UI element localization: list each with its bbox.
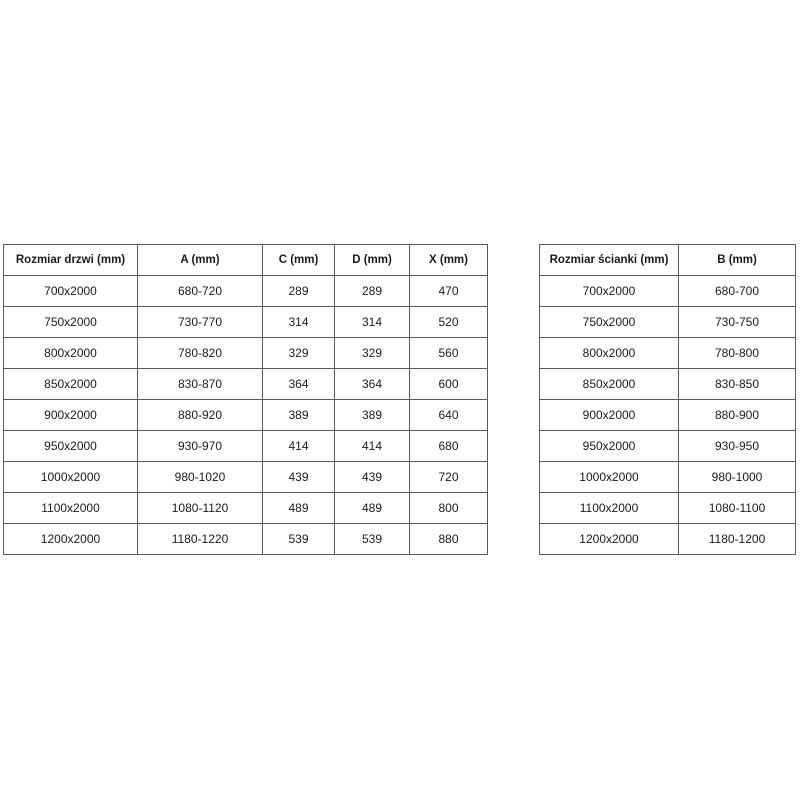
table-cell: 800x2000 bbox=[539, 337, 679, 369]
table-cell: 364 bbox=[334, 368, 410, 400]
table-row: 900x2000 880-920 389 389 640 bbox=[3, 399, 488, 431]
column-header: Rozmiar drzwi (mm) bbox=[3, 244, 138, 276]
table-row: 950x2000 930-950 bbox=[539, 430, 796, 462]
table-cell: 880 bbox=[409, 523, 488, 555]
table-cell: 730-770 bbox=[137, 306, 263, 338]
header-row: Rozmiar drzwi (mm) A (mm) C (mm) D (mm) X (m… bbox=[3, 244, 488, 276]
table-cell: 439 bbox=[262, 461, 335, 493]
table-cell: 880-920 bbox=[137, 399, 263, 431]
table-row: 1000x2000 980-1020 439 439 720 bbox=[3, 461, 488, 493]
table-cell: 830-850 bbox=[678, 368, 796, 400]
table-cell: 600 bbox=[409, 368, 488, 400]
table-cell: 680-700 bbox=[678, 275, 796, 307]
table-row: 850x2000 830-870 364 364 600 bbox=[3, 368, 488, 400]
table-cell: 289 bbox=[262, 275, 335, 307]
table-cell: 780-800 bbox=[678, 337, 796, 369]
table-cell: 1200x2000 bbox=[3, 523, 138, 555]
table-cell: 720 bbox=[409, 461, 488, 493]
table-cell: 489 bbox=[262, 492, 335, 524]
table-cell: 1100x2000 bbox=[3, 492, 138, 524]
table-row: 950x2000 930-970 414 414 680 bbox=[3, 430, 488, 462]
column-header: A (mm) bbox=[137, 244, 263, 276]
table-cell: 730-750 bbox=[678, 306, 796, 338]
table-cell: 950x2000 bbox=[539, 430, 679, 462]
table-cell: 950x2000 bbox=[3, 430, 138, 462]
table-cell: 900x2000 bbox=[539, 399, 679, 431]
table-row: 850x2000 830-850 bbox=[539, 368, 796, 400]
table-cell: 880-900 bbox=[678, 399, 796, 431]
column-header: D (mm) bbox=[334, 244, 410, 276]
table-row: 750x2000 730-750 bbox=[539, 306, 796, 338]
column-header: X (mm) bbox=[409, 244, 488, 276]
table-cell: 930-950 bbox=[678, 430, 796, 462]
table-cell: 830-870 bbox=[137, 368, 263, 400]
table-cell: 1200x2000 bbox=[539, 523, 679, 555]
table-cell: 980-1020 bbox=[137, 461, 263, 493]
table-cell: 1080-1120 bbox=[137, 492, 263, 524]
table-row: 1000x2000 980-1000 bbox=[539, 461, 796, 493]
table-row: 700x2000 680-720 289 289 470 bbox=[3, 275, 488, 307]
table-cell: 414 bbox=[334, 430, 410, 462]
table-cell: 314 bbox=[262, 306, 335, 338]
table-row: 1100x2000 1080-1120 489 489 800 bbox=[3, 492, 488, 524]
table-row: 1200x2000 1180-1200 bbox=[539, 523, 796, 555]
table-cell: 1180-1200 bbox=[678, 523, 796, 555]
table-row: 700x2000 680-700 bbox=[539, 275, 796, 307]
table-cell: 980-1000 bbox=[678, 461, 796, 493]
header-row: Rozmiar ścianki (mm) B (mm) bbox=[539, 244, 796, 276]
table-cell: 680-720 bbox=[137, 275, 263, 307]
column-header: C (mm) bbox=[262, 244, 335, 276]
table-cell: 364 bbox=[262, 368, 335, 400]
table-cell: 329 bbox=[262, 337, 335, 369]
table-cell: 800x2000 bbox=[3, 337, 138, 369]
table-cell: 930-970 bbox=[137, 430, 263, 462]
table-cell: 289 bbox=[334, 275, 410, 307]
table-row: 800x2000 780-820 329 329 560 bbox=[3, 337, 488, 369]
table-cell: 520 bbox=[409, 306, 488, 338]
table-cell: 1000x2000 bbox=[539, 461, 679, 493]
table-cell: 750x2000 bbox=[539, 306, 679, 338]
table-cell: 389 bbox=[334, 399, 410, 431]
table-cell: 414 bbox=[262, 430, 335, 462]
table-cell: 780-820 bbox=[137, 337, 263, 369]
table-cell: 700x2000 bbox=[539, 275, 679, 307]
table-cell: 1180-1220 bbox=[137, 523, 263, 555]
table-cell: 539 bbox=[262, 523, 335, 555]
table-cell: 470 bbox=[409, 275, 488, 307]
table-cell: 640 bbox=[409, 399, 488, 431]
table-cell: 439 bbox=[334, 461, 410, 493]
table-cell: 850x2000 bbox=[539, 368, 679, 400]
table-cell: 680 bbox=[409, 430, 488, 462]
table-row: 1100x2000 1080-1100 bbox=[539, 492, 796, 524]
door-dimensions-table: Rozmiar drzwi (mm) A (mm) C (mm) D (mm) X (m… bbox=[3, 244, 488, 555]
table-cell: 489 bbox=[334, 492, 410, 524]
table-cell: 539 bbox=[334, 523, 410, 555]
table-cell: 1100x2000 bbox=[539, 492, 679, 524]
column-header: Rozmiar ścianki (mm) bbox=[539, 244, 679, 276]
table-cell: 1000x2000 bbox=[3, 461, 138, 493]
table-cell: 329 bbox=[334, 337, 410, 369]
table-cell: 850x2000 bbox=[3, 368, 138, 400]
table-cell: 700x2000 bbox=[3, 275, 138, 307]
table-row: 800x2000 780-800 bbox=[539, 337, 796, 369]
table-cell: 389 bbox=[262, 399, 335, 431]
table-row: 1200x2000 1180-1220 539 539 880 bbox=[3, 523, 488, 555]
wall-dimensions-table: Rozmiar ścianki (mm) B (mm) 700x2000 680-70… bbox=[539, 244, 796, 555]
table-cell: 1080-1100 bbox=[678, 492, 796, 524]
table-row: 900x2000 880-900 bbox=[539, 399, 796, 431]
table-cell: 750x2000 bbox=[3, 306, 138, 338]
table-cell: 900x2000 bbox=[3, 399, 138, 431]
table-cell: 800 bbox=[409, 492, 488, 524]
table-row: 750x2000 730-770 314 314 520 bbox=[3, 306, 488, 338]
column-header: B (mm) bbox=[678, 244, 796, 276]
table-cell: 314 bbox=[334, 306, 410, 338]
table-cell: 560 bbox=[409, 337, 488, 369]
